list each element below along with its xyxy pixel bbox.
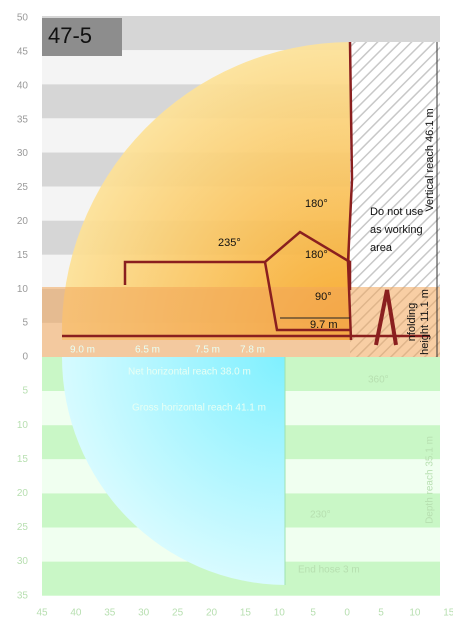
title: 47-5	[48, 23, 92, 48]
angle-label: 230°	[310, 510, 331, 521]
y-tick-label: 20	[17, 216, 29, 227]
x-tick-label: 10	[274, 608, 286, 619]
end-hose: End hose 3 m	[298, 565, 360, 576]
y-tick-label: 10	[17, 284, 29, 295]
x-tick-label: 45	[36, 608, 48, 619]
x-tick-label: 40	[70, 608, 82, 619]
y-tick-label: 10	[17, 420, 29, 431]
x-tick-label: 0	[344, 608, 350, 619]
x-tick-label: 35	[104, 608, 116, 619]
unfolding-label: height 11.1 m	[419, 289, 431, 355]
title-box	[42, 18, 122, 56]
y-tick-label: 45	[17, 47, 29, 58]
note: area	[370, 242, 393, 254]
note: as working	[370, 224, 423, 236]
y-tick-label: 15	[17, 250, 29, 261]
boom-folded-arm	[263, 261, 350, 332]
y-tick-label: 40	[17, 80, 29, 91]
y-tick-label: 50	[17, 13, 29, 24]
note: Do not use	[370, 206, 423, 218]
x-tick-label: 30	[138, 608, 150, 619]
depth-range	[61, 357, 285, 585]
y-tick-label: 5	[22, 318, 28, 329]
x-tick-label: 5	[378, 608, 384, 619]
depth-reach: Depth reach 35.1 m	[425, 436, 436, 524]
x-tick-label: 15	[240, 608, 252, 619]
y-tick-label: 35	[17, 114, 29, 125]
working-range	[61, 42, 351, 340]
x-tick-label: 25	[172, 608, 184, 619]
y-tick-label: 5	[22, 386, 28, 397]
unfolded-boom	[374, 289, 398, 346]
angle-label: 180°	[305, 198, 328, 210]
y-tick-label: 25	[17, 522, 29, 533]
boom-vertical	[346, 41, 354, 341]
y-tick-label: 25	[17, 182, 29, 193]
y-tick-label: 0	[22, 352, 28, 363]
angle-label: 90°	[315, 291, 332, 303]
angle-label: 235°	[218, 237, 241, 249]
dimension-label: 9.7 m	[310, 319, 338, 331]
x-tick-label: 15	[443, 608, 453, 619]
y-tick-label: 30	[17, 556, 29, 567]
segment-label: 9.0 m	[70, 345, 95, 356]
segment-label: 7.5 m	[195, 345, 220, 356]
y-tick-label: 30	[17, 148, 29, 159]
boom	[62, 41, 430, 346]
segment-label: 6.5 m	[135, 345, 160, 356]
gross-reach: Gross horizontal reach 41.1 m	[132, 403, 266, 414]
angle-label: 180°	[305, 249, 328, 261]
boom-folded	[123, 230, 352, 290]
x-tick-label: 20	[206, 608, 218, 619]
unfolding-band	[42, 287, 440, 357]
x-tick-label: 5	[310, 608, 316, 619]
y-tick-label: 35	[17, 590, 29, 601]
y-tick-label: 20	[17, 488, 29, 499]
net-reach: Net horizontal reach 38.0 m	[128, 367, 251, 378]
segment-label: 7.8 m	[240, 345, 265, 356]
angle-label: 360°	[368, 375, 389, 386]
y-tick-label: 15	[17, 454, 29, 465]
x-tick-label: 10	[409, 608, 421, 619]
unfolding-label: nfolding	[406, 303, 418, 342]
vertical-reach: Vertical reach 46.1 m	[424, 108, 436, 211]
